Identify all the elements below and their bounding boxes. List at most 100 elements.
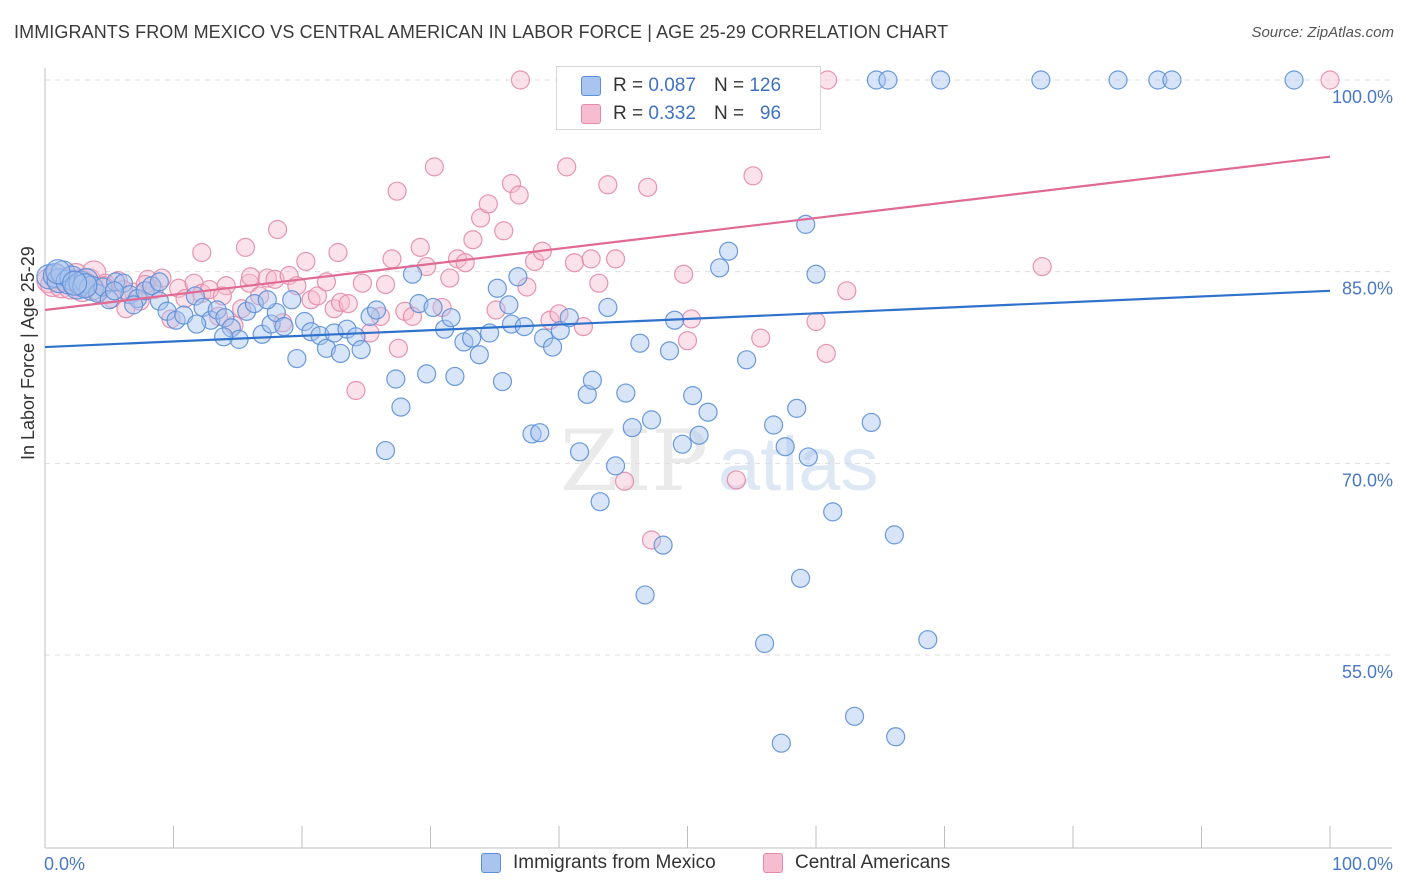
y-tick-label: 70.0% [1342,470,1393,490]
data-point [1320,70,1340,90]
legend-r-label: R = [613,103,644,124]
legend-item-mexico[interactable]: Immigrants from Mexico [481,852,716,874]
data-point [201,310,221,330]
data-point [806,311,826,332]
data-point [330,343,351,364]
data-point [274,317,294,337]
data-point [638,177,658,197]
data-point [582,370,603,390]
data-point [239,273,259,293]
x-tick-label: 100.0% [1332,854,1393,874]
data-point [478,194,498,214]
legend-item-central[interactable]: Central Americans [763,852,950,874]
legend-r-value: 0.087 [648,75,696,96]
data-point [235,237,256,257]
data-point [672,434,692,454]
data-point [463,230,483,250]
data-point [455,253,475,273]
data-point [1032,256,1052,277]
data-point [589,273,609,293]
data-point [267,219,288,240]
data-point [581,249,601,269]
data-point [622,417,642,438]
x-tick-labels: 0.0% 100.0% [44,854,1393,874]
watermark: ZIP atlas [560,412,879,510]
data-point [64,274,90,300]
data-point [501,173,522,194]
data-point [674,264,694,284]
data-point [605,249,626,269]
legend-label-central: Central Americans [795,852,951,873]
data-point [743,166,763,186]
data-point [316,338,337,358]
data-point [1162,70,1182,90]
data-point [487,278,507,298]
y-axis-label: In Labor Force | Age 25-29 [18,246,38,460]
data-point [216,276,236,296]
data-point [522,424,542,444]
data-point [798,447,818,467]
data-point [509,185,529,205]
legend-swatch-pink [581,104,601,124]
data-point [237,301,257,321]
data-point [817,70,838,90]
legend-n-label: N = [713,103,745,124]
data-point [698,402,718,422]
data-point [837,281,857,301]
legend-swatch-pink [763,853,783,873]
data-point [689,425,709,445]
data-point [241,267,261,287]
data-point [386,369,406,389]
data-point [878,70,898,90]
data-point [775,437,795,457]
data-point [499,295,519,315]
data-point [462,328,482,348]
data-point [659,341,680,361]
data-point [424,157,444,177]
data-point [296,251,316,272]
axes [44,68,1392,849]
data-point [492,371,513,392]
y-tick-labels: 55.0% 70.0% 85.0% 100.0% [1332,87,1393,682]
data-point [844,706,865,726]
data-point [388,338,408,358]
data-point [244,294,265,314]
data-point [494,221,514,241]
data-point [542,337,563,357]
grid-lines [45,79,1392,656]
data-point [232,299,252,319]
data-point [549,304,569,324]
data-point [135,281,155,301]
data-point [187,314,207,334]
data-point [569,442,590,462]
data-point [816,343,836,364]
data-point [382,249,402,269]
data-point [866,70,886,90]
data-point [751,328,771,348]
data-point [1108,70,1128,90]
data-point [346,380,366,401]
y-tick-label: 55.0% [1342,662,1393,682]
data-point [1148,70,1168,90]
data-point [375,274,396,295]
data-point [338,294,358,314]
data-point [598,175,618,195]
y-tick-label: 85.0% [1342,279,1393,299]
data-point [677,331,698,351]
data-point [886,727,906,747]
data-point [104,281,124,301]
data-point [192,242,212,263]
legend-n-value: 126 [749,75,782,96]
data-point [391,397,411,417]
chart-title: IMMIGRANTS FROM MEXICO VS CENTRAL AMERIC… [14,22,949,42]
data-point [726,470,746,490]
data-point [641,530,662,550]
series-immigrants-from-mexico [36,70,1304,753]
data-point [282,290,302,310]
data-point [99,290,119,310]
data-point [486,300,506,320]
data-point [630,333,650,353]
legend-label-mexico: Immigrants from Mexico [513,852,716,873]
data-point [771,733,791,753]
data-point [214,327,234,347]
